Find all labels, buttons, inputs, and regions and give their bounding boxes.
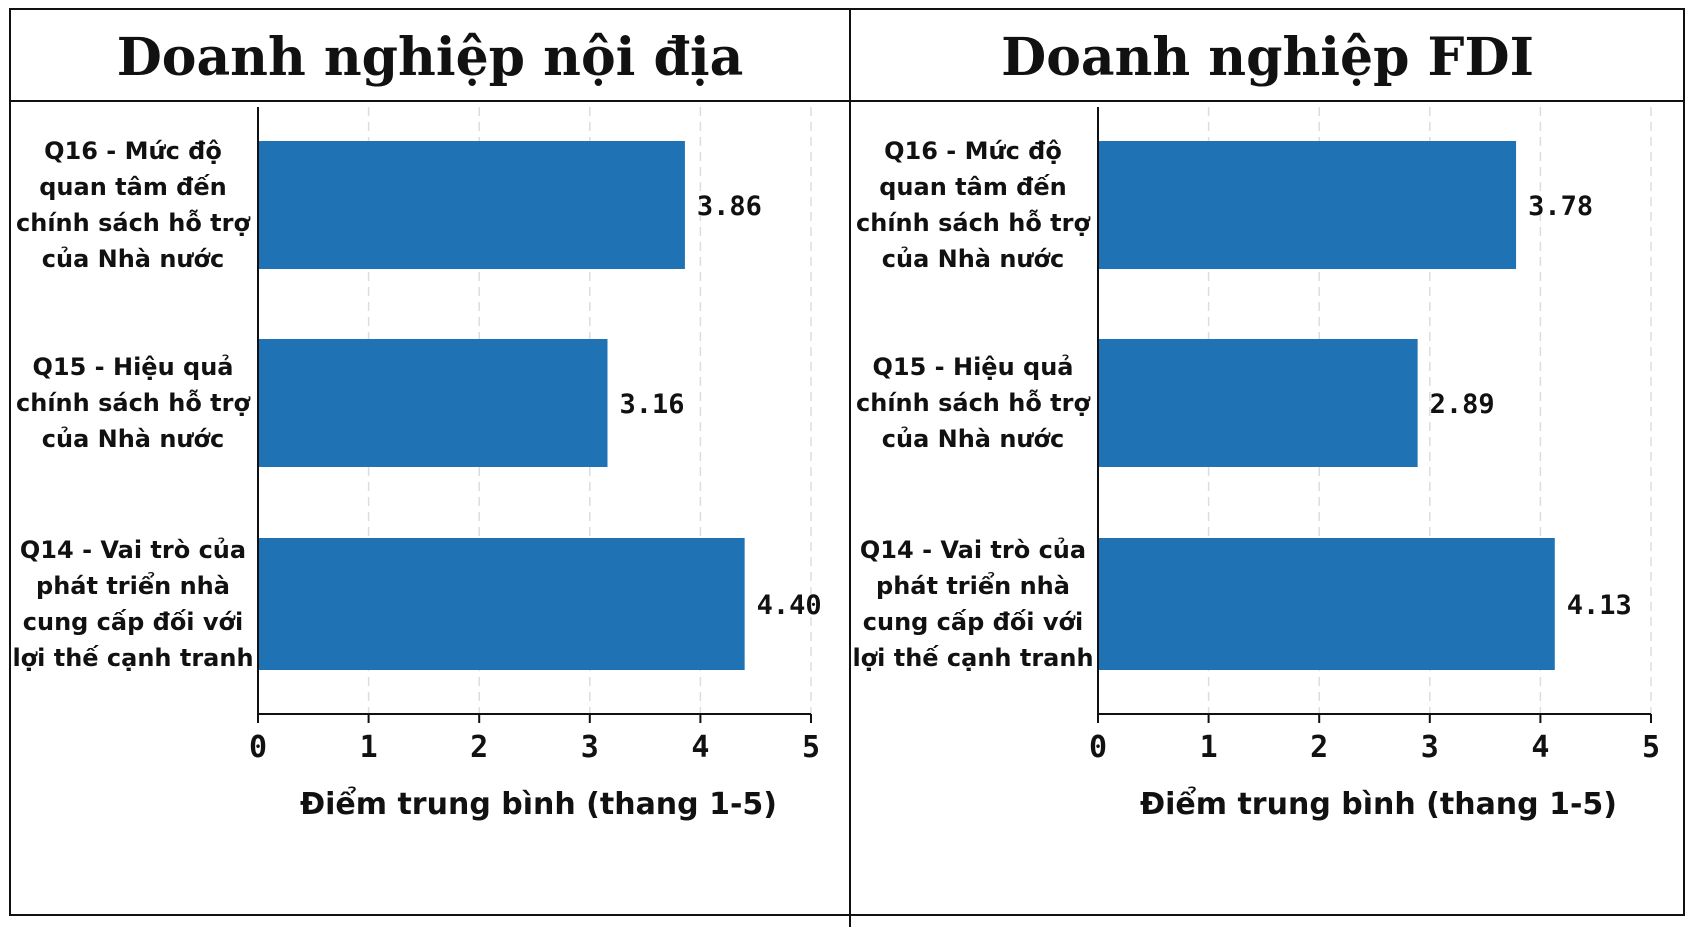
domestic-tick-label: 3 <box>581 730 599 765</box>
fdi-value-label-3: 4.13 <box>1567 590 1632 621</box>
fdi-x-axis-title: Điểm trung bình (thang 1-5) <box>1140 786 1617 822</box>
fdi-value-label-1: 3.78 <box>1528 191 1593 222</box>
fdi-value-label-2: 2.89 <box>1430 389 1495 420</box>
panel-title-domestic: Doanh nghiệp nội địa <box>116 26 744 88</box>
domestic-tick-label: 1 <box>360 730 378 765</box>
fdi-tick-label: 0 <box>1089 730 1107 765</box>
domestic-category-label-2: của Nhà nước <box>42 425 224 453</box>
fdi-tick-label: 4 <box>1531 730 1549 765</box>
fdi-bar-1 <box>1098 141 1517 269</box>
fdi-category-label-3: cung cấp đối với <box>863 608 1084 636</box>
fdi-category-label-1: Q16 - Mức độ <box>884 137 1062 165</box>
domestic-tick-label: 2 <box>470 730 488 765</box>
fdi-category-label-1: chính sách hỗ trợ <box>856 208 1090 237</box>
fdi-tick-label: 1 <box>1200 730 1218 765</box>
fdi-category-label-1: quan tâm đến <box>879 173 1066 201</box>
fdi-category-label-1: của Nhà nước <box>882 245 1064 273</box>
fdi-tick-label: 5 <box>1642 730 1660 765</box>
domestic-category-label-2: chính sách hỗ trợ <box>16 388 250 417</box>
fdi-tick-label: 2 <box>1310 730 1328 765</box>
panel-title-fdi: Doanh nghiệp FDI <box>1001 26 1534 88</box>
panel-divider <box>849 8 851 927</box>
domestic-category-label-3: Q14 - Vai trò của <box>20 536 246 564</box>
fdi-category-label-2: Q15 - Hiệu quả <box>873 353 1074 381</box>
fdi-category-label-3: Q14 - Vai trò của <box>860 536 1086 564</box>
domestic-bar-3 <box>258 538 745 670</box>
fdi-category-label-3: lợi thế cạnh tranh <box>852 644 1093 672</box>
domestic-x-axis-title: Điểm trung bình (thang 1-5) <box>300 786 777 822</box>
domestic-tick-label: 4 <box>691 730 709 765</box>
domestic-category-label-3: cung cấp đối với <box>23 608 244 636</box>
title-divider <box>9 100 1685 102</box>
figure-frame <box>9 8 1685 916</box>
bar-chart-fdi: 3.78 Q16 - Mức độ quan tâm đến chính sách h… <box>852 107 1660 822</box>
domestic-category-label-1: quan tâm đến <box>39 173 226 201</box>
domestic-bar-2 <box>258 339 608 467</box>
domestic-category-label-1: Q16 - Mức độ <box>44 137 222 165</box>
domestic-category-label-1: chính sách hỗ trợ <box>16 208 250 237</box>
domestic-tick-label: 5 <box>802 730 820 765</box>
domestic-category-label-3: lợi thế cạnh tranh <box>12 644 253 672</box>
domestic-value-label-2: 3.16 <box>619 389 684 420</box>
domestic-tick-label: 0 <box>249 730 267 765</box>
fdi-category-label-2: chính sách hỗ trợ <box>856 388 1090 417</box>
domestic-category-label-1: của Nhà nước <box>42 245 224 273</box>
bar-chart-domestic: 3.86 Q16 - Mức độ quan tâm đến chính sách h… <box>12 107 822 822</box>
domestic-value-label-3: 4.40 <box>757 590 822 621</box>
fdi-bar-2 <box>1098 339 1418 467</box>
domestic-category-label-3: phát triển nhà <box>36 570 230 600</box>
fdi-bar-3 <box>1098 538 1555 670</box>
fdi-category-label-3: phát triển nhà <box>876 570 1070 600</box>
domestic-value-label-1: 3.86 <box>697 191 762 222</box>
fdi-category-label-2: của Nhà nước <box>882 425 1064 453</box>
fdi-tick-label: 3 <box>1421 730 1439 765</box>
domestic-bar-1 <box>258 141 685 269</box>
domestic-category-label-2: Q15 - Hiệu quả <box>33 353 234 381</box>
